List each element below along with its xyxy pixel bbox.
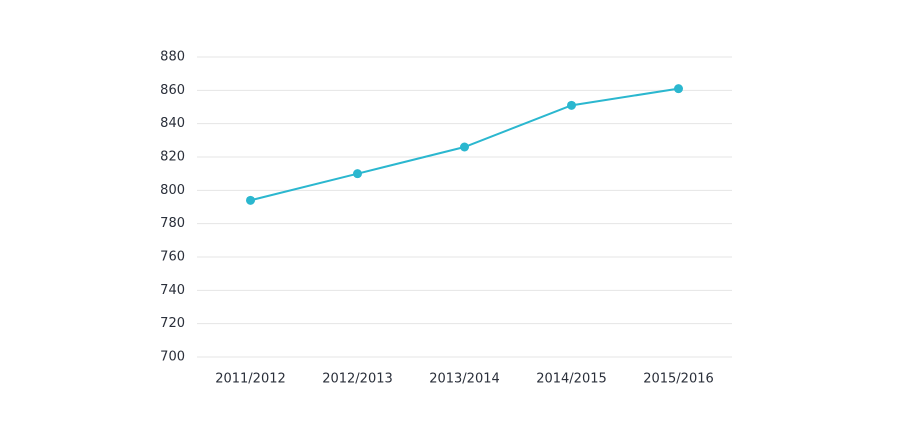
x-tick-label: 2012/2013 [322,372,393,387]
point [246,195,255,205]
point [567,100,576,110]
y-tick-label: 700 [160,350,185,365]
y-tick-label: 720 [160,316,185,331]
y-tick-label: 860 [160,83,185,98]
y-tick-label: 880 [160,50,185,65]
y-tick-label: 820 [160,150,185,165]
y-tick-label: 740 [160,283,185,298]
x-tick-label: 2011/2012 [215,372,286,387]
x-tick-label: 2013/2014 [429,372,500,387]
point [674,84,683,94]
y-tick-label: 780 [160,216,185,231]
y-tick-label: 840 [160,116,185,131]
x-tick-label: 2015/2016 [643,372,714,387]
x-tick-label: 2014/2015 [536,372,607,387]
point [460,142,469,152]
point [353,169,362,179]
y-tick-label: 800 [160,183,185,198]
y-tick-label: 760 [160,250,185,265]
